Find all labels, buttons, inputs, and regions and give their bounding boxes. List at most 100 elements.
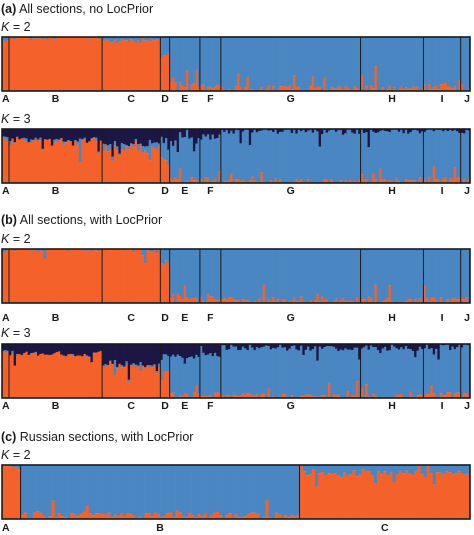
sample-bar-segment xyxy=(351,344,354,351)
sample-bar-segment xyxy=(380,465,384,475)
sample-bar-segment xyxy=(421,131,424,183)
sample-bar-segment xyxy=(109,144,112,150)
sample-bar-segment xyxy=(400,37,403,87)
sample-bar-segment xyxy=(286,249,289,303)
sample-bar-segment xyxy=(435,179,438,183)
sample-bar-segment xyxy=(160,516,164,519)
sample-bar-segment xyxy=(111,37,115,43)
sample-bar-segment xyxy=(272,249,275,298)
sample-bar-segment xyxy=(118,41,122,91)
section-label: A xyxy=(2,185,10,197)
sample-bar-segment xyxy=(460,347,464,398)
sample-bar-segment xyxy=(339,180,343,183)
sample-bar-segment xyxy=(449,392,452,398)
sample-bar-segment xyxy=(88,141,91,183)
sample-bar-segment xyxy=(6,141,10,183)
sample-bar-segment xyxy=(353,180,357,183)
sample-bar-segment xyxy=(351,129,354,133)
sample-bar-segment xyxy=(178,82,182,91)
sample-bar-segment xyxy=(195,354,198,386)
sample-bar-segment xyxy=(458,299,462,303)
sample-bar-segment xyxy=(190,298,194,303)
sample-bar-segment xyxy=(397,395,401,398)
sample-bar-segment xyxy=(41,37,45,40)
sample-bar-segment xyxy=(50,354,54,398)
sample-bar-segment xyxy=(98,513,102,519)
sample-bar-segment xyxy=(116,465,121,517)
sample-bar-segment xyxy=(125,249,129,303)
section-label: I xyxy=(441,400,444,412)
sample-bar-segment xyxy=(211,37,215,89)
sample-bar-segment xyxy=(153,148,157,183)
sample-bar-segment xyxy=(162,371,166,398)
sample-bar-segment xyxy=(437,89,441,91)
sample-bar-segment xyxy=(123,129,126,145)
sample-bar-segment xyxy=(262,394,266,398)
sample-bar-segment xyxy=(104,144,108,147)
sample-bar-segment xyxy=(404,37,408,88)
sample-bar-segment xyxy=(188,129,191,139)
sample-bar-segment xyxy=(22,137,26,141)
sample-bar-segment xyxy=(325,132,329,180)
sample-bar-segment xyxy=(314,37,317,88)
sample-bar-segment xyxy=(8,37,12,91)
sample-bar-segment xyxy=(255,347,259,395)
sample-bar-segment xyxy=(360,75,364,91)
sample-bar-segment xyxy=(243,465,248,517)
sample-bar-segment xyxy=(330,87,333,91)
sample-bar-segment xyxy=(55,249,59,303)
sample-bar-segment xyxy=(144,150,147,183)
sample-bar-segment xyxy=(453,344,457,350)
sample-bar-segment xyxy=(281,249,285,300)
sample-bar-segment xyxy=(20,465,25,516)
sample-bar-segment xyxy=(458,249,462,300)
sample-bar-segment xyxy=(120,367,124,398)
sample-bar-segment xyxy=(255,394,259,398)
sample-bar-segment xyxy=(36,139,40,183)
sample-bar-segment xyxy=(374,66,378,91)
sample-bar-segment xyxy=(449,129,452,179)
sample-bar-segment xyxy=(41,150,45,183)
sample-bar-segment xyxy=(22,353,26,398)
sample-bar-segment xyxy=(185,394,189,398)
sample-bar-segment xyxy=(314,344,317,347)
sample-bar-segment xyxy=(88,249,91,303)
sample-bar-segment xyxy=(430,386,434,398)
sample-bar-segment xyxy=(125,361,129,366)
sample-bar-segment xyxy=(337,37,340,87)
sample-bar-segment xyxy=(178,37,182,83)
sample-bar-segment xyxy=(409,344,413,350)
sample-bar-segment xyxy=(386,298,389,303)
sample-bar-segment xyxy=(418,37,422,91)
sample-bar-segment xyxy=(465,249,469,298)
sample-bar-segment xyxy=(57,513,62,519)
sample-bar-segment xyxy=(393,344,396,347)
sample-bar-segment xyxy=(174,249,177,303)
structure-plot-b-k2 xyxy=(1,248,471,304)
sample-bar-segment xyxy=(132,363,136,365)
sample-bar-segment xyxy=(162,55,166,91)
sample-bar-segment xyxy=(446,86,450,91)
sample-bar-segment xyxy=(241,37,245,91)
sample-bar-segment xyxy=(309,37,313,87)
sample-bar-segment xyxy=(85,506,90,519)
sample-bar-segment xyxy=(290,89,294,91)
sample-bar-segment xyxy=(227,344,231,350)
sample-bar-segment xyxy=(15,129,19,137)
sample-bar-segment xyxy=(187,513,192,519)
section-label: D xyxy=(161,400,169,412)
sample-bar-segment xyxy=(253,129,257,181)
panel-b-text: All sections, with LocPrior xyxy=(17,213,162,227)
sample-bar-segment xyxy=(167,53,170,91)
sample-bar-segment xyxy=(262,465,266,518)
sample-bar-segment xyxy=(46,129,49,140)
sample-bar-segment xyxy=(435,344,438,349)
sample-bar-segment xyxy=(178,512,183,519)
sample-bar-segment xyxy=(188,138,191,183)
sample-bar-segment xyxy=(416,130,420,183)
sample-bar-segment xyxy=(442,131,445,180)
sample-bar-segment xyxy=(402,344,406,350)
sample-bar-segment xyxy=(277,514,282,519)
sample-bar-segment xyxy=(244,87,247,91)
sample-bar-segment xyxy=(330,346,333,398)
